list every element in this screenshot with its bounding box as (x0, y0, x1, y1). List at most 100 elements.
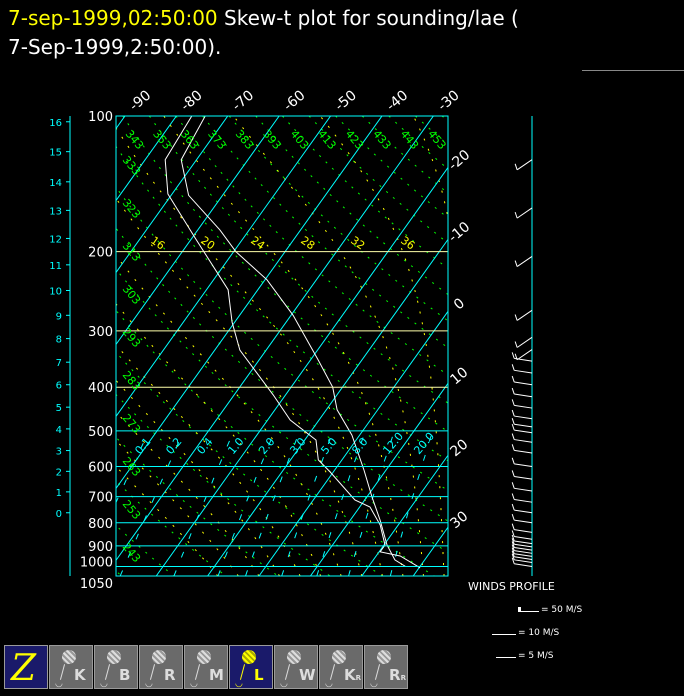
wind-barb (514, 553, 533, 557)
wind-barb-feather (511, 493, 515, 500)
mixing-ratio-line (173, 430, 235, 576)
isotherm (0, 116, 74, 576)
dry-adiabat-label: 363 (178, 128, 201, 152)
wind-barb (516, 159, 533, 171)
station-m-button[interactable]: ◡ M (184, 645, 228, 689)
height-label: 13 (49, 206, 62, 217)
temp-label-top: -50 (332, 87, 360, 114)
moist-adiabat (116, 379, 281, 576)
station-k-button[interactable]: ◡ K (49, 645, 93, 689)
isotherm (116, 116, 126, 130)
mixing-ratio-label: 2.0 (256, 435, 277, 457)
moist-adiabat-label: 16 (148, 234, 167, 253)
dry-adiabat-label: 393 (260, 128, 283, 152)
wind-barb-feather (511, 541, 515, 548)
wind-barb (514, 536, 533, 540)
wind-barb (514, 546, 533, 551)
wind-barb (514, 423, 533, 428)
temp-label-right: 30 (447, 508, 471, 532)
moist-adiabat (116, 439, 239, 576)
wind-barb (514, 540, 533, 545)
mixing-ratio-line (281, 430, 334, 576)
temp-label-top: -40 (383, 87, 411, 114)
wind-barb (514, 463, 533, 468)
moist-adiabat (116, 197, 363, 576)
station-w-button[interactable]: ◡ W (274, 645, 318, 689)
height-label: 16 (49, 118, 62, 129)
zoom-button[interactable]: Z (4, 645, 48, 689)
wind-barb (516, 309, 533, 321)
balloon-icon (332, 650, 346, 664)
wind-barb-feather (511, 503, 515, 511)
dry-adiabat-label: 413 (315, 128, 338, 152)
dry-adiabat (175, 116, 448, 376)
pressure-label: 100 (88, 110, 113, 125)
balloon-icon (287, 650, 301, 664)
temp-label-top: -90 (126, 87, 154, 114)
mixing-ratio-label: 0.4 (194, 435, 215, 457)
dry-adiabat (122, 116, 448, 433)
height-label: 15 (49, 148, 62, 159)
mixing-ratio-line (217, 430, 275, 576)
dry-adiabat-label: 293 (120, 326, 143, 350)
wind-barb-feather (511, 550, 515, 557)
mixing-ratio-label: 12.0 (380, 430, 406, 457)
wind-barb-feather (514, 314, 518, 321)
plot-area (0, 116, 684, 576)
temp-label-top: -80 (178, 87, 206, 114)
title-text: Skew-t plot for sounding/lae ( (217, 6, 519, 30)
station-b-button[interactable]: ◡ B (94, 645, 138, 689)
mixing-ratio-line (119, 430, 185, 576)
dry-adiabat (116, 227, 448, 522)
wind-barb-feather (511, 399, 515, 406)
dry-adiabat-label: 323 (120, 197, 143, 221)
z-icon: Z (11, 648, 37, 689)
isotherm (412, 526, 448, 576)
isotherm (116, 116, 177, 202)
dry-adiabat (361, 116, 448, 194)
station-kr-button[interactable]: ◡ KR (319, 645, 363, 689)
wind-barb (514, 559, 533, 563)
wind-barb-feather (511, 523, 515, 530)
dry-adiabat-label: 303 (120, 283, 143, 307)
dry-adiabat-label: 383 (233, 128, 256, 152)
temp-label-top: -70 (229, 87, 257, 114)
station-rr-button[interactable]: ◡ RR (364, 645, 408, 689)
moist-adiabat (116, 126, 383, 576)
wind-barb (514, 556, 533, 560)
dry-adiabat (116, 480, 227, 576)
wind-barb (514, 519, 533, 524)
moist-adiabat (116, 255, 342, 576)
wind-barb (514, 475, 533, 480)
isotherm (465, 116, 684, 576)
pennant-icon (518, 607, 539, 612)
wind-barb-feather (511, 364, 515, 371)
pressure-label: 1050 (80, 577, 113, 592)
balloon-icon (107, 650, 121, 664)
height-label: 6 (56, 381, 62, 392)
temp-label-right: 20 (447, 436, 471, 460)
dry-adiabat-label: 373 (205, 128, 228, 152)
wind-barb-feather (511, 433, 515, 440)
wind-barb-feather (511, 418, 515, 425)
wind-barb-feather (511, 423, 515, 431)
half-barb-icon (496, 654, 516, 658)
height-label: 11 (49, 261, 62, 272)
temp-label-right: 0 (451, 295, 468, 313)
dry-adiabat (282, 116, 448, 270)
dry-adiabat-label: 433 (370, 128, 393, 152)
wind-barb-feather (511, 409, 515, 417)
temp-label-top: -60 (281, 87, 309, 114)
wind-barb-feather (511, 444, 515, 451)
moist-adiabat-label: 28 (298, 234, 317, 253)
wind-barb (514, 543, 533, 548)
temp-label-right: 10 (447, 364, 471, 388)
mixing-ratio-line (316, 430, 366, 576)
divider (582, 70, 684, 71)
station-l-button[interactable]: ◡ L (229, 645, 273, 689)
moist-adiabat (116, 411, 260, 576)
moist-adiabat (412, 116, 448, 221)
skew-t-chart: 1002003004005006007008009001000105016151… (0, 87, 684, 592)
station-r-button[interactable]: ◡ R (139, 645, 183, 689)
isotherm (116, 116, 229, 274)
